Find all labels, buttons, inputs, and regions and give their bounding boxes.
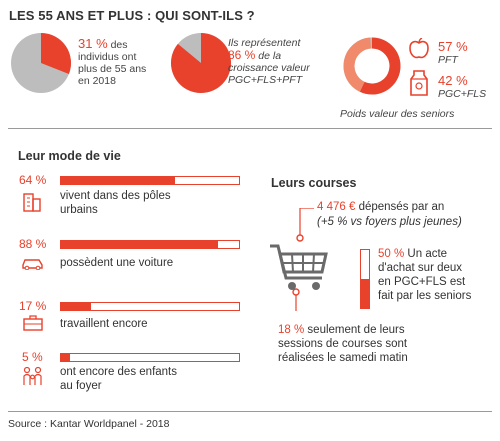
mv-bar-fill-4 (61, 354, 70, 361)
pft-label: PFT (438, 54, 458, 66)
act-line-4: fait par les seniors (378, 290, 472, 302)
family-icon (23, 366, 42, 385)
pgc-pct: 42 % (438, 73, 468, 88)
act-line-2: d'achat sur deux (378, 262, 463, 274)
act-pct: 50 % (378, 248, 405, 260)
mv-label-4: ont encore des enfants au foyer (60, 365, 177, 393)
share-pie-slice (41, 33, 71, 75)
growth-pie-chart (171, 33, 231, 93)
mv-pct-1: 64 % (19, 173, 47, 187)
mv-label-1: vivent dans des pôles urbains (60, 189, 171, 217)
act-line-1: Un acte (407, 248, 448, 260)
spend-line: 4 476 € dépensés par an (317, 200, 444, 214)
sat-line-2: sessions de courses sont (278, 338, 408, 350)
growth-line-1: croissance valeur (228, 62, 310, 74)
act-gauge-fill (361, 279, 369, 308)
apple-icon (409, 38, 429, 59)
building-icon (23, 193, 41, 212)
pgc-label: PGC+FLS (438, 88, 487, 100)
share-text-1: des (110, 39, 128, 51)
share-text-block: 31 % des individus ont plus de 55 ans en… (78, 36, 168, 87)
mv-bar-fill-3 (61, 303, 92, 310)
growth-intro: Ils représentent (228, 37, 301, 49)
courses-heading: Leurs courses (271, 176, 357, 190)
mv-label-1-line-2: urbains (60, 204, 98, 216)
poids-caption: Poids valeur des seniors (340, 108, 455, 120)
poids-donut-chart (343, 37, 401, 95)
mv-label-1-line-1: vivent dans des pôles (60, 190, 171, 202)
growth-text-block: Ils représentent 86 % de la croissance v… (228, 37, 343, 86)
pft-block: 57 % PFT (438, 39, 468, 66)
carton-icon (410, 70, 428, 96)
spend-note: (+5 % vs foyers plus jeunes) (317, 216, 462, 228)
share-text-3: plus de 55 ans (78, 63, 147, 75)
sat-line-3: réalisées le samedi matin (278, 352, 408, 364)
connector-lines (292, 208, 314, 311)
mv-bar-3 (60, 302, 240, 311)
top-divider (8, 128, 492, 129)
mv-label-3: travaillent encore (60, 318, 148, 330)
mv-pct-2: 88 % (19, 237, 47, 251)
share-pie-chart (11, 33, 71, 93)
donut-arc-pft (359, 37, 401, 95)
growth-line-2: PGC+FLS+PFT (228, 74, 303, 86)
share-pct: 31 % (78, 36, 108, 51)
donut-arc-pgc (343, 37, 372, 92)
act-text: 50 % Un acte d'achat sur deux en PGC+FLS… (378, 247, 496, 303)
pft-pct: 57 % (438, 39, 468, 54)
spend-text: dépensés par an (358, 201, 445, 213)
car-icon (22, 259, 43, 270)
source-text: Source : Kantar Worldpanel - 2018 (8, 418, 170, 430)
bottom-divider (8, 411, 492, 412)
mv-bar-4 (60, 353, 240, 362)
mv-bar-fill-1 (61, 177, 175, 184)
sat-line-1: seulement de leurs (307, 324, 405, 336)
growth-pct: 86 % (228, 48, 256, 62)
mv-bar-2 (60, 240, 240, 249)
mode-de-vie-heading: Leur mode de vie (18, 149, 121, 163)
mv-pct-4: 5 % (22, 350, 43, 364)
growth-text-after: de la (258, 50, 282, 62)
share-text-2: individus ont (78, 51, 137, 63)
spend-value: 4 476 € (317, 201, 356, 213)
mv-label-4-line-2: au foyer (60, 380, 102, 392)
page-title: LES 55 ANS ET PLUS : QUI SONT-ILS ? (9, 8, 255, 23)
sat-text: 18 % seulement de leurs sessions de cour… (278, 323, 408, 365)
mv-bar-1 (60, 176, 240, 185)
pgc-block: 42 % PGC+FLS (438, 73, 486, 100)
mv-bar-fill-2 (61, 241, 218, 248)
share-text-4: en 2018 (78, 75, 116, 87)
growth-pie-slice (171, 33, 231, 93)
briefcase-icon (23, 315, 43, 331)
shopping-cart-icon (270, 244, 328, 290)
act-line-3: en PGC+FLS est (378, 276, 466, 288)
mv-pct-3: 17 % (19, 299, 47, 313)
sat-pct: 18 % (278, 324, 305, 336)
mv-label-2: possèdent une voiture (60, 257, 174, 269)
mv-label-4-line-1: ont encore des enfants (60, 366, 177, 378)
act-gauge (360, 249, 370, 309)
